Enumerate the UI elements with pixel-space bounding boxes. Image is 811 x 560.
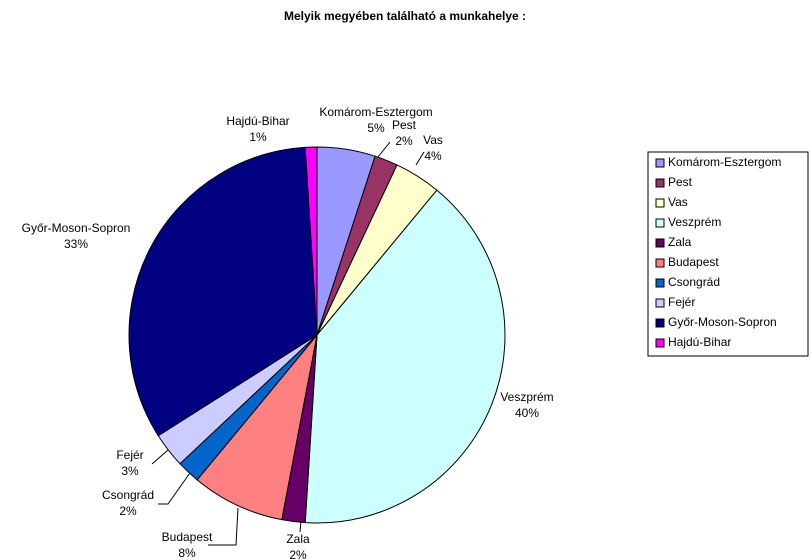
legend-label: Komárom-Esztergom <box>668 155 781 169</box>
legend-label: Zala <box>668 235 692 249</box>
leader-line <box>158 469 193 505</box>
legend-swatch <box>655 158 665 168</box>
slice-value-label: 2% <box>119 504 137 518</box>
slice-value-label: 40% <box>515 406 539 420</box>
leader-line <box>151 449 169 465</box>
legend-swatch <box>655 258 665 268</box>
legend-swatch <box>655 338 665 348</box>
legend-label: Budapest <box>668 255 719 269</box>
slice-label: Fejér <box>116 448 143 462</box>
pie-slice <box>304 146 318 336</box>
legend-swatch <box>655 178 665 188</box>
slice-value-label: 8% <box>178 546 196 560</box>
slice-value-label: 2% <box>289 548 307 560</box>
legend-label: Győr-Moson-Sopron <box>668 315 777 329</box>
slice-label: Győr-Moson-Sopron <box>22 221 131 235</box>
pie-slice <box>128 146 318 437</box>
slice-label: Vas <box>423 133 443 147</box>
slice-label: Pest <box>392 118 417 132</box>
leader-line <box>208 507 239 546</box>
legend-swatch <box>655 318 665 328</box>
slice-value-label: 3% <box>121 464 139 478</box>
legend-label: Csongrád <box>668 275 720 289</box>
legend-swatch <box>655 298 665 308</box>
leader-lines <box>151 141 425 546</box>
slice-label: Komárom-Esztergom <box>319 105 432 119</box>
pie-slice <box>304 189 506 524</box>
legend-swatch <box>655 198 665 208</box>
slice-value-label: 2% <box>395 134 413 148</box>
legend-swatch <box>655 278 665 288</box>
legend-label: Vas <box>668 195 688 209</box>
slice-value-label: 33% <box>64 237 88 251</box>
legend-swatch <box>655 238 665 248</box>
legend-label: Hajdú-Bihar <box>668 335 731 349</box>
chart-title: Melyik megyében található a munkahelye : <box>284 9 526 23</box>
leader-line <box>377 141 391 158</box>
legend-label: Pest <box>668 175 693 189</box>
slice-label: Hajdú-Bihar <box>226 114 289 128</box>
slice-label: Csongrád <box>102 488 154 502</box>
legend-label: Veszprém <box>668 215 721 229</box>
legend-swatch <box>655 218 665 228</box>
pie-slice <box>196 334 318 521</box>
slice-value-label: 4% <box>424 149 442 163</box>
slice-value-label: 5% <box>367 121 385 135</box>
slice-label: Budapest <box>162 530 213 544</box>
leader-line <box>415 151 425 166</box>
slice-label: Zala <box>286 532 310 546</box>
leader-line <box>299 520 302 533</box>
legend-box <box>647 151 809 357</box>
slice-label: Veszprém <box>500 390 553 404</box>
legend-label: Fejér <box>668 295 695 309</box>
slice-value-label: 1% <box>249 130 267 144</box>
